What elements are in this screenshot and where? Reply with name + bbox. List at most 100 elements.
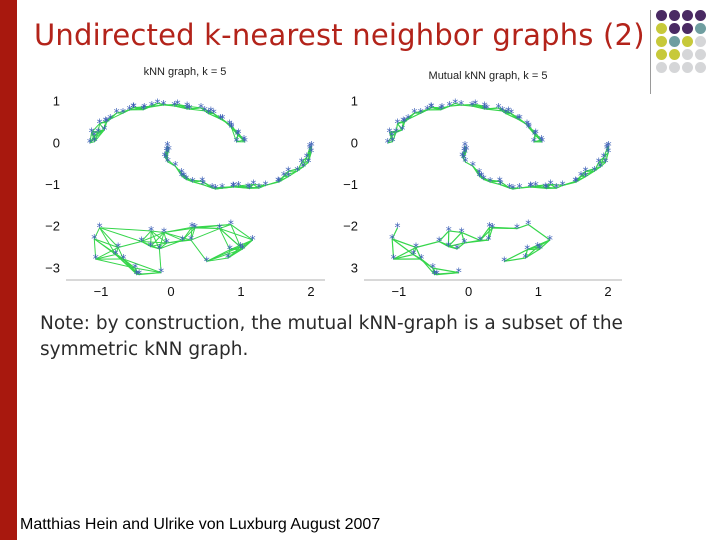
data-point: *	[524, 243, 530, 257]
data-point: *	[95, 125, 101, 139]
data-point: *	[166, 143, 172, 157]
graph-edge	[461, 232, 465, 244]
data-point: *	[532, 128, 538, 142]
graph-edge	[219, 228, 231, 250]
data-point: *	[234, 135, 240, 149]
data-point: *	[242, 135, 248, 149]
data-point: *	[138, 234, 144, 248]
data-point: *	[309, 139, 315, 153]
data-point: *	[463, 143, 469, 157]
data-point: *	[219, 181, 225, 195]
graph-edge	[434, 271, 459, 275]
data-point: *	[539, 135, 545, 149]
data-point: *	[462, 139, 468, 153]
data-point: *	[573, 175, 579, 189]
graph-edge	[190, 228, 220, 241]
data-point: *	[505, 105, 511, 119]
y-tick-label: 0	[351, 135, 358, 150]
graph-edge	[190, 239, 208, 262]
x-tick-label: 2	[604, 284, 611, 299]
graph-edge	[606, 145, 609, 148]
data-point: *	[205, 107, 211, 121]
graph-edge	[288, 166, 304, 172]
graph-edge	[593, 162, 600, 172]
y-tick-label: −3	[45, 260, 60, 275]
graph-edge	[99, 227, 119, 248]
data-point: *	[515, 112, 521, 126]
data-point: *	[402, 115, 408, 129]
graph-edge	[95, 247, 119, 260]
data-point: *	[533, 179, 539, 193]
y-tick-label: −2	[343, 219, 358, 234]
data-point: *	[175, 97, 181, 111]
graph-edge	[533, 139, 542, 143]
graph-edge	[391, 238, 414, 256]
graph-edge	[391, 238, 395, 260]
graph-edge	[93, 227, 101, 240]
data-point: *	[507, 181, 513, 195]
data-point: *	[431, 267, 437, 281]
graph-edge	[141, 231, 165, 242]
graph-edge	[393, 246, 417, 260]
graph-edge	[115, 247, 119, 255]
graph-edge	[206, 246, 241, 262]
data-point: *	[184, 102, 190, 116]
data-point: *	[553, 181, 559, 195]
data-point: *	[228, 218, 234, 232]
data-point: *	[606, 139, 612, 153]
data-point: *	[418, 106, 424, 120]
data-point: *	[527, 180, 533, 194]
data-point: *	[256, 181, 262, 195]
graph-edge	[440, 105, 450, 111]
graph-edge	[253, 184, 266, 186]
data-point: *	[228, 119, 234, 133]
graph-edge	[487, 227, 491, 241]
data-point: *	[211, 107, 217, 121]
y-tick-label: −1	[343, 177, 358, 192]
data-point: *	[179, 233, 185, 247]
data-point: *	[438, 103, 444, 117]
data-point: *	[304, 150, 310, 164]
graph-edge	[158, 248, 162, 273]
decorative-dot	[669, 10, 680, 21]
data-point: *	[227, 243, 233, 257]
data-point: *	[101, 123, 107, 137]
data-point: *	[476, 169, 482, 183]
data-point: *	[107, 112, 113, 126]
graph-edge	[230, 224, 241, 247]
graph-edge	[420, 258, 434, 269]
graph-edge	[150, 246, 160, 250]
data-point: *	[199, 174, 205, 188]
graph-edge	[123, 258, 162, 274]
graph-edge	[253, 184, 260, 189]
graph-edge	[99, 227, 116, 255]
decorative-dot	[682, 10, 693, 21]
data-point: *	[179, 169, 185, 183]
graph-edge	[238, 184, 254, 187]
data-point: *	[456, 266, 462, 280]
data-point: *	[149, 99, 155, 113]
data-point: *	[526, 121, 532, 135]
divider-line	[650, 10, 651, 94]
graph-edge	[206, 257, 229, 262]
graph-edge	[249, 184, 254, 189]
graph-edge	[94, 238, 119, 248]
data-point: *	[262, 178, 268, 192]
data-point: *	[522, 251, 528, 265]
data-point: *	[235, 126, 241, 140]
data-point: *	[424, 103, 430, 117]
graph-edge	[492, 227, 518, 230]
graph-edge	[556, 184, 563, 189]
graph-edge	[448, 230, 462, 234]
graph-edge	[387, 141, 393, 144]
graph-edge	[465, 161, 474, 167]
data-point: *	[482, 99, 488, 113]
data-point: *	[472, 97, 478, 111]
graph-edge	[99, 227, 142, 242]
data-point: *	[163, 144, 169, 158]
data-point: *	[87, 136, 93, 150]
decorative-dot	[695, 36, 706, 47]
graph-edge	[438, 230, 450, 242]
data-point: *	[250, 178, 256, 192]
graph-edge	[535, 132, 542, 141]
